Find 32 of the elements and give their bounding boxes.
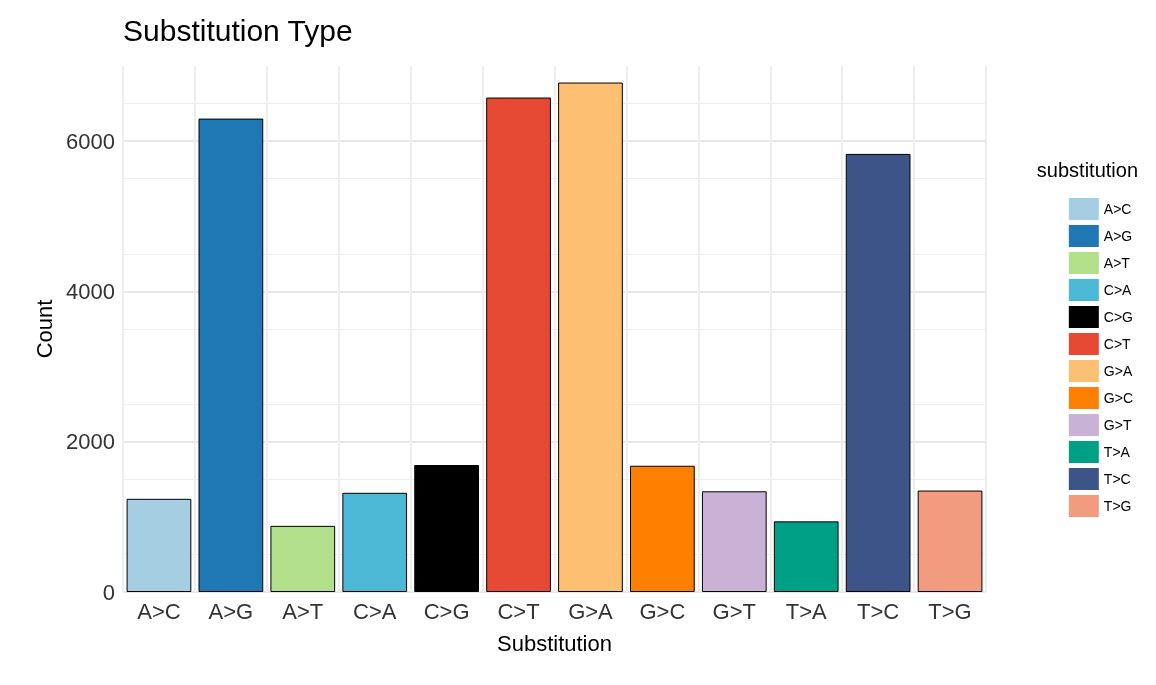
y-tick-label: 4000 (66, 278, 115, 304)
y-tick-label: 6000 (66, 128, 115, 154)
legend-label: G>T (1103, 417, 1132, 433)
legend-label: A>T (1103, 255, 1131, 271)
legend-label: A>G (1103, 228, 1133, 244)
legend-label: C>G (1103, 309, 1134, 325)
x-tick-label: T>C (857, 598, 900, 624)
x-tick-label: G>T (712, 598, 756, 624)
x-tick-label: C>A (353, 598, 397, 624)
legend-label: C>T (1103, 336, 1132, 352)
legend-label: G>A (1103, 363, 1133, 379)
x-tick-label: G>A (568, 598, 614, 624)
x-tick-label: A>C (137, 598, 181, 624)
x-tick-label: C>G (423, 598, 470, 624)
y-axis-title: Count (31, 299, 57, 359)
x-tick-label: A>T (282, 598, 324, 624)
legend-label: T>G (1103, 498, 1132, 514)
legend-label: G>C (1103, 390, 1134, 406)
legend-label: C>A (1103, 282, 1133, 298)
x-tick-label: C>T (497, 598, 540, 624)
legend-title: substitution (1036, 159, 1138, 181)
x-tick-label: A>G (208, 598, 254, 624)
legend-label: A>C (1103, 201, 1132, 217)
y-tick-label: 2000 (66, 429, 115, 455)
y-tick-label: 0 (102, 579, 115, 605)
x-tick-label: T>A (785, 598, 828, 624)
x-axis-title: Substitution (497, 630, 612, 656)
x-tick-label: G>C (639, 598, 686, 624)
legend-label: T>C (1103, 471, 1131, 487)
legend-label: T>A (1103, 444, 1131, 460)
x-tick-label: T>G (928, 598, 972, 624)
chart-title: Substitution Type (123, 13, 353, 47)
